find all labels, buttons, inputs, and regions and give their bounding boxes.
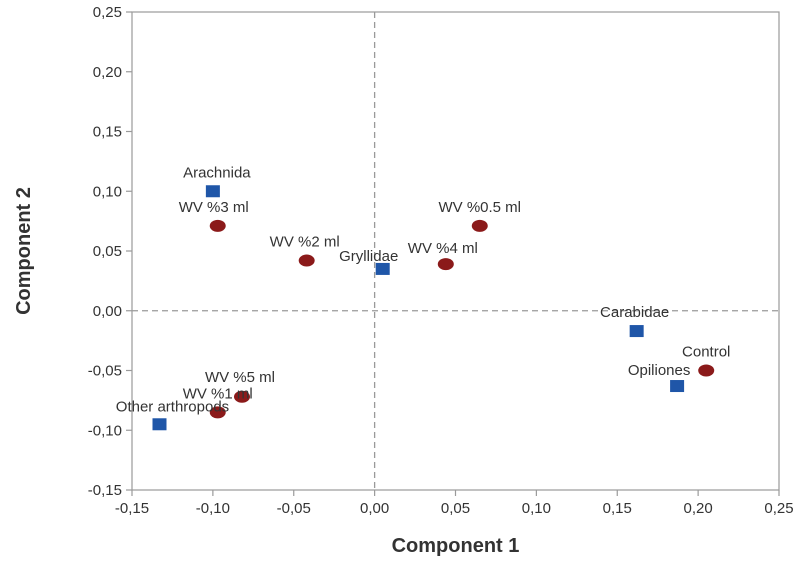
point-square-other-arthropods: [152, 418, 167, 431]
point-square-arachnida: [205, 185, 220, 198]
x-tick-label: -0,05: [277, 500, 311, 517]
point-square-gryllidae: [375, 262, 390, 275]
point-labels: Arachnida Gryllidae Carabidae Opiliones Othe…: [116, 164, 731, 415]
x-axis-title: Component 1: [392, 535, 520, 557]
point-label-wv-3-ml: WV %3 ml: [179, 199, 249, 216]
point-label-wv-4-ml: WV %4 ml: [408, 240, 478, 257]
point-diamond-wv-1-ml: [209, 406, 226, 419]
point-square-carabidae: [629, 325, 644, 338]
y-tick-label: 0,15: [93, 124, 122, 141]
point-diamond-wv-3-ml: [209, 219, 226, 232]
x-tick-label: 0,00: [360, 500, 389, 517]
point-label-wv-1-ml: WV %1 ml: [183, 385, 253, 402]
x-axis-ticks: -0,15 -0,10 -0,05 0,00 0,05 0,10 0,15 0,20 0,25: [115, 490, 794, 517]
point-label-arachnida: Arachnida: [183, 164, 251, 181]
point-square-opiliones: [670, 380, 685, 393]
y-tick-label: -0,05: [88, 363, 122, 380]
y-tick-label: 0,25: [93, 4, 122, 21]
point-label-other-arthropods: Other arthropods: [116, 398, 229, 415]
y-axis-title: Component 2: [13, 187, 35, 315]
point-label-opiliones: Opiliones: [628, 362, 691, 379]
point-diamond-control: [698, 364, 715, 377]
point-diamond-wv-0-5-ml: [471, 219, 488, 232]
y-tick-label: 0,20: [93, 64, 122, 81]
point-diamond-wv-2-ml: [298, 254, 315, 267]
x-tick-label: -0,10: [196, 500, 230, 517]
point-label-wv-5-ml: WV %5 ml: [205, 369, 275, 386]
point-diamond-wv-4-ml: [437, 258, 454, 271]
point-label-control: Control: [682, 344, 730, 361]
x-tick-label: 0,10: [522, 500, 551, 517]
x-tick-label: 0,25: [764, 500, 793, 517]
y-tick-label: 0,10: [93, 183, 122, 200]
reference-lines: [132, 12, 779, 490]
y-tick-label: 0,00: [93, 303, 122, 320]
data-points: [152, 185, 715, 431]
x-tick-label: 0,20: [684, 500, 713, 517]
x-tick-label: 0,15: [603, 500, 632, 517]
y-axis-ticks: -0,15 -0,10 -0,05 0,00 0,05 0,10 0,15 0,20 0,25: [88, 4, 132, 499]
y-tick-label: -0,10: [88, 422, 122, 439]
x-tick-label: 0,05: [441, 500, 470, 517]
point-label-wv-2-ml: WV %2 ml: [270, 234, 340, 251]
y-tick-label: -0,15: [88, 482, 122, 499]
point-diamond-wv-5-ml: [233, 390, 250, 403]
x-tick-label: -0,15: [115, 500, 149, 517]
point-label-wv-0-5-ml: WV %0.5 ml: [439, 199, 522, 216]
y-tick-label: 0,05: [93, 243, 122, 260]
point-label-gryllidae: Gryllidae: [339, 248, 398, 265]
point-label-carabidae: Carabidae: [600, 304, 669, 321]
